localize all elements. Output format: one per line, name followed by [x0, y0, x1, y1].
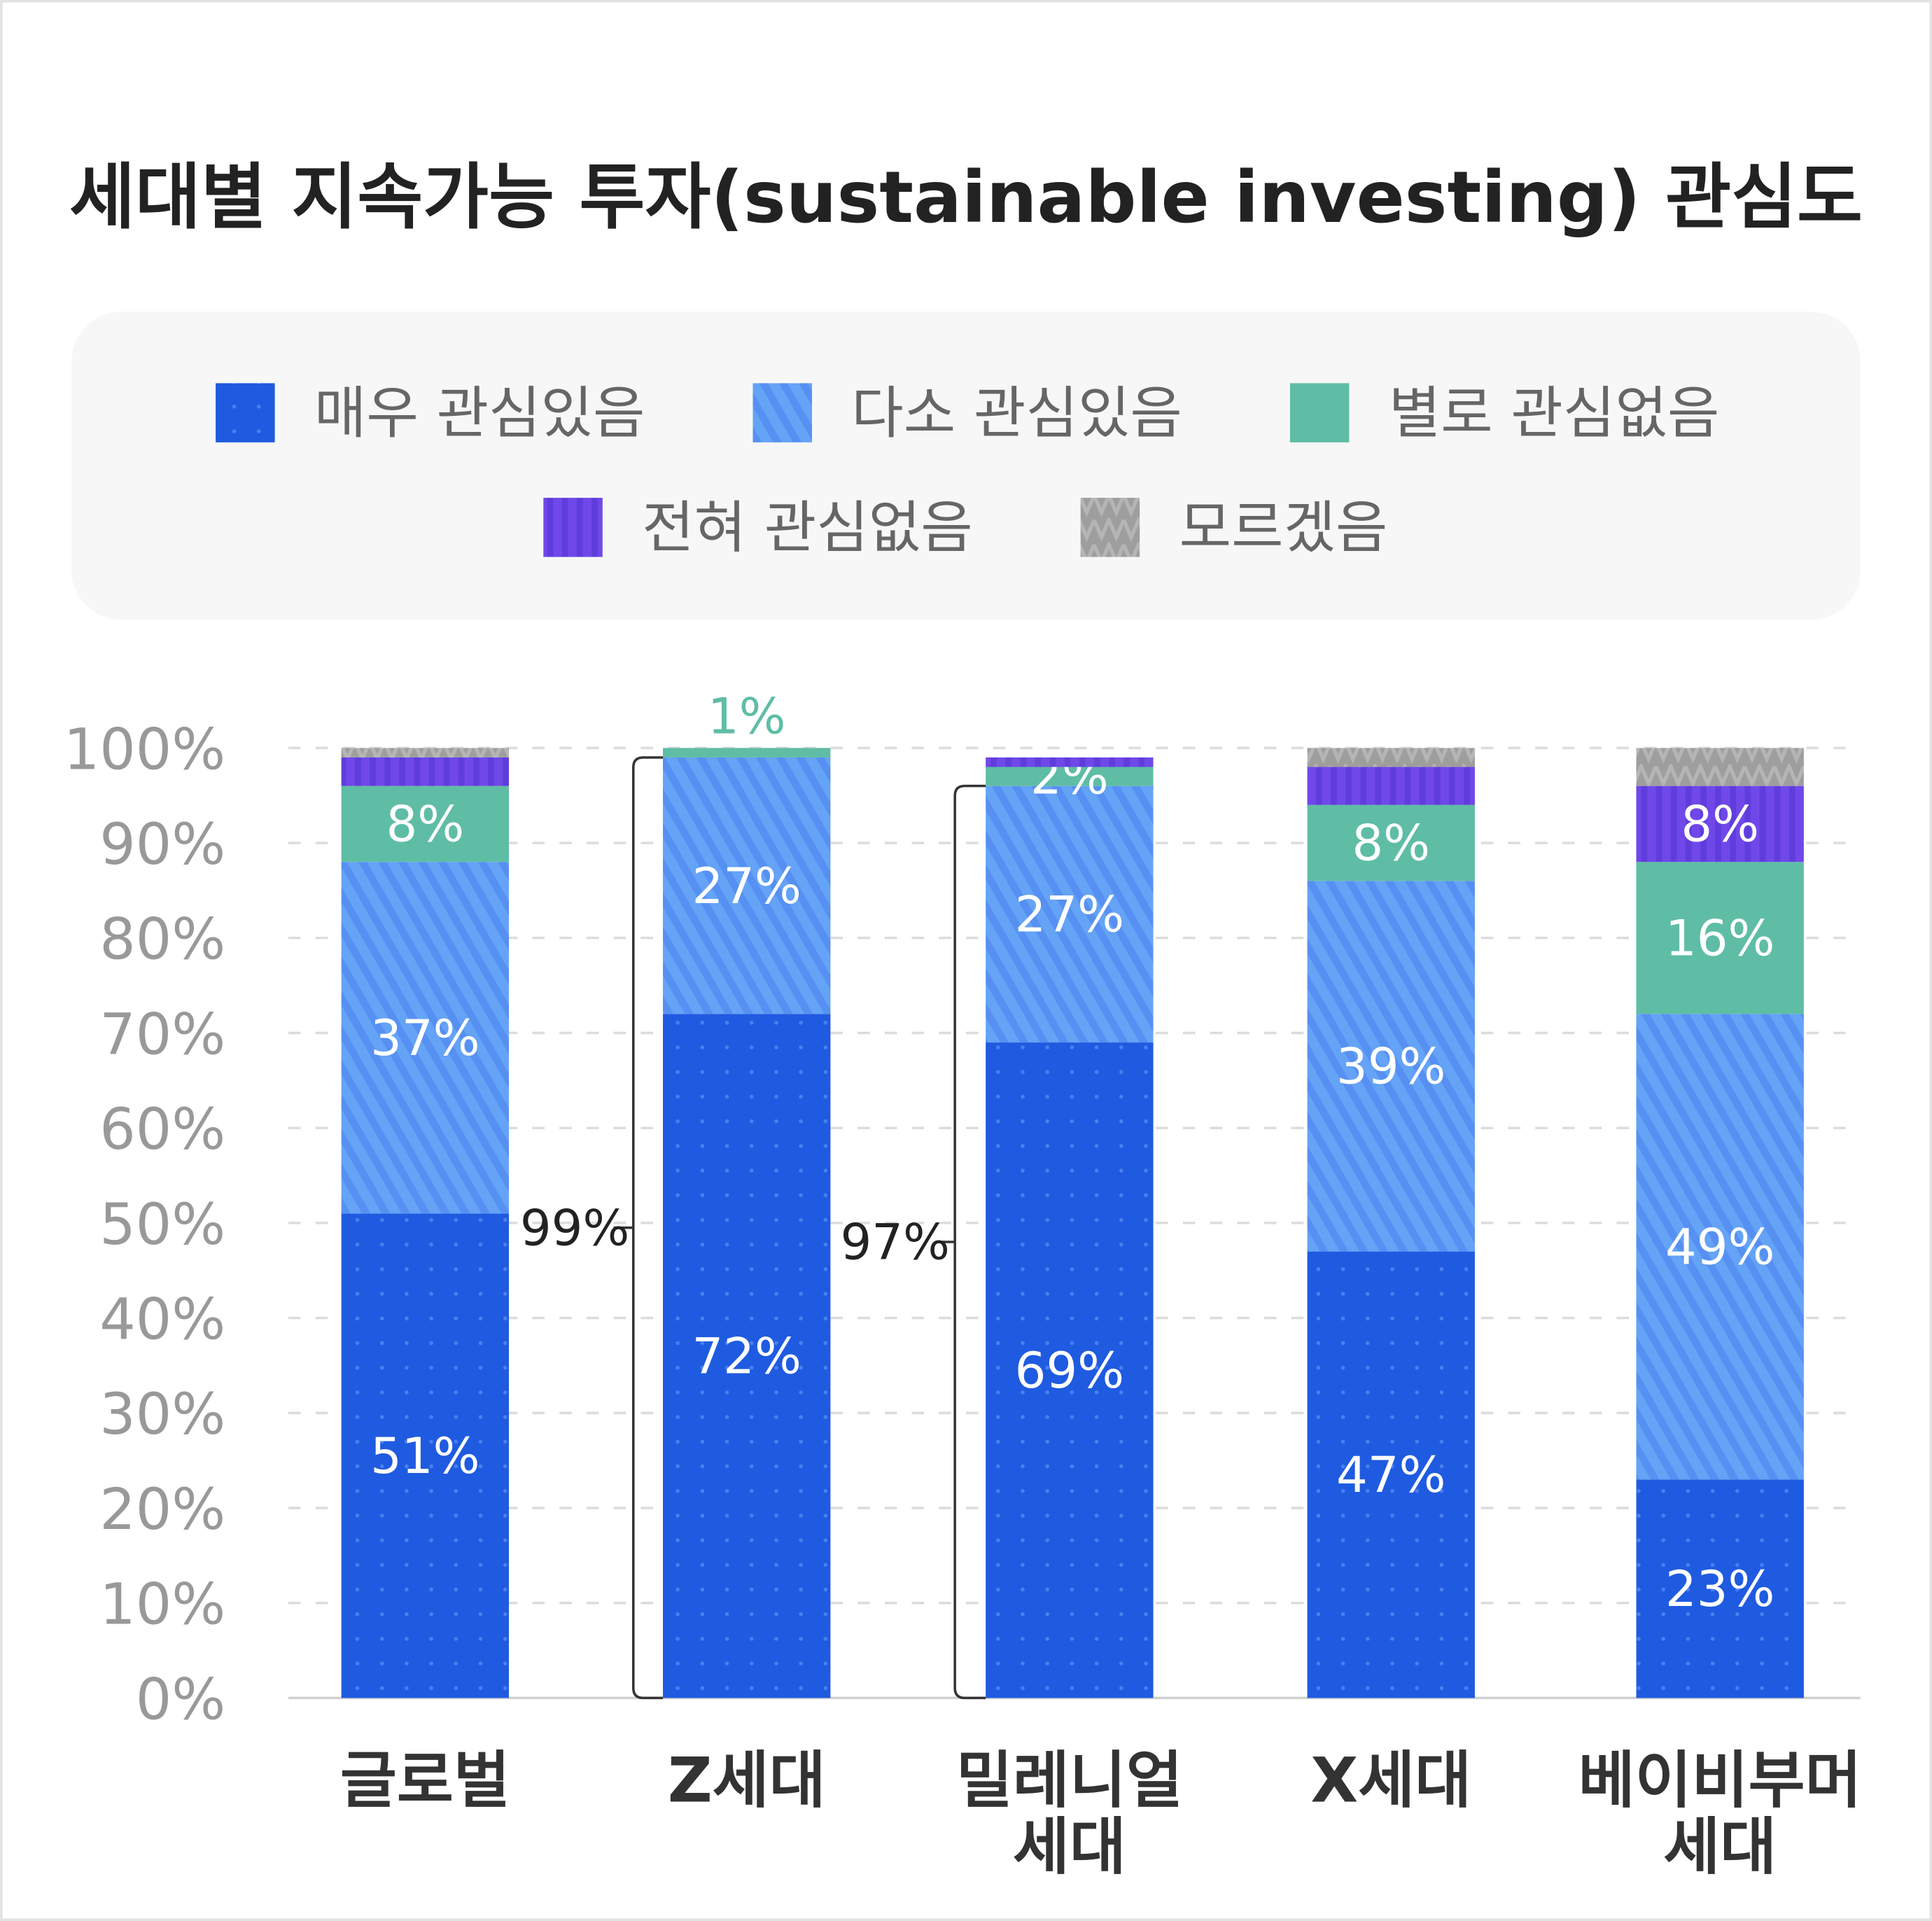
annotations: 99% 97%	[520, 756, 986, 1700]
bar-segment	[1636, 1014, 1804, 1480]
x-tick-label: 세대	[1013, 1810, 1126, 1882]
y-tick-label: 90%	[99, 812, 225, 878]
x-tick-label: 베이비부머	[1578, 1744, 1862, 1816]
bar-segment	[663, 748, 831, 757]
data-label: 47%	[1336, 1446, 1446, 1504]
bar-segment	[1636, 862, 1804, 1014]
bar-segment	[1636, 785, 1804, 862]
legend-item: 다소 관심있음	[752, 381, 1182, 447]
legend-item: 전혀 관심없음	[543, 495, 973, 561]
bar-segment	[986, 767, 1154, 786]
y-tick-label: 20%	[99, 1477, 225, 1543]
bar-segment	[986, 785, 1154, 1043]
bars: 51% 37% 8% 72% 27% 1% 69% 27% 2% 47% 39% 8% 23% 49% 16…	[341, 687, 1804, 1698]
bar-stack: 51% 37% 8%	[341, 748, 510, 1698]
bar-segment	[341, 785, 510, 862]
data-label: 27%	[692, 858, 801, 915]
bracket-label: 99%	[520, 1199, 629, 1257]
x-tick-label: Z세대	[668, 1744, 826, 1816]
bracket-label: 97%	[840, 1214, 949, 1271]
data-label: 8%	[386, 796, 464, 853]
legend-item: 모르겠음	[1080, 495, 1387, 561]
bar-segment	[341, 862, 510, 1214]
y-tick-label: 0%	[136, 1667, 225, 1733]
data-label: 16%	[1665, 909, 1774, 967]
data-label: 1%	[708, 687, 786, 745]
legend-swatch	[543, 498, 603, 557]
bar-segment	[663, 757, 831, 1014]
bar-segment	[986, 1042, 1154, 1698]
y-tick-label: 60%	[99, 1097, 225, 1163]
y-tick-label: 70%	[99, 1002, 225, 1068]
legend-label: 매우 관심있음	[314, 381, 645, 447]
data-label: 27%	[1015, 886, 1124, 944]
x-tick-label: X세대	[1310, 1744, 1471, 1816]
y-tick-label: 80%	[99, 907, 225, 973]
bar-segment	[986, 757, 1154, 767]
data-label: 37%	[370, 1010, 479, 1067]
bar-segment	[1307, 767, 1475, 805]
bar-segment	[341, 757, 510, 786]
y-tick-label: 40%	[99, 1287, 225, 1353]
y-tick-label: 100%	[64, 717, 225, 783]
legend-item: 별로 관심없음	[1289, 381, 1720, 447]
bar-segment	[341, 1213, 510, 1698]
legend-swatch	[1080, 498, 1140, 557]
bar-segment	[663, 1014, 831, 1698]
y-axis: 0% 10% 20% 30% 40% 50% 60% 70% 80% 90% 100%	[64, 717, 225, 1733]
legend-label: 모르겠음	[1179, 495, 1387, 561]
data-label: 2%	[1030, 748, 1109, 806]
bar-stack: 23% 49% 16% 8%	[1636, 748, 1804, 1698]
x-tick-label: 세대	[1663, 1810, 1777, 1882]
bar-segment	[1307, 881, 1475, 1252]
legend-item: 매우 관심있음	[216, 381, 645, 447]
bar-segment	[1307, 804, 1475, 881]
data-label: 72%	[692, 1328, 801, 1385]
bar-segment	[1636, 1479, 1804, 1698]
x-tick-label: 글로벌	[340, 1744, 510, 1816]
y-tick-label: 10%	[99, 1572, 225, 1638]
y-tick-label: 30%	[99, 1382, 225, 1448]
data-label: 23%	[1665, 1560, 1774, 1618]
data-label: 51%	[370, 1427, 479, 1485]
x-tick-label: 밀레니얼	[956, 1744, 1183, 1816]
legend-label: 다소 관심있음	[851, 381, 1182, 447]
data-label: 49%	[1665, 1218, 1774, 1276]
chart-title: 세대별 지속가능 투자(sustainable investing) 관심도	[69, 156, 1863, 239]
bar-segment	[1307, 1251, 1475, 1698]
legend-label: 별로 관심없음	[1389, 381, 1720, 447]
legend-box	[71, 312, 1861, 620]
data-label: 69%	[1015, 1342, 1124, 1399]
legend-swatch	[752, 383, 812, 442]
legend-swatch	[216, 383, 275, 442]
bar-stack: 72% 27% 1%	[663, 687, 831, 1698]
legend-swatch	[1289, 383, 1350, 442]
bar-segment	[1307, 748, 1475, 767]
bar-stack: 47% 39% 8%	[1307, 748, 1475, 1698]
bar-segment	[1636, 748, 1804, 786]
legend-label: 전혀 관심없음	[642, 495, 973, 561]
bar-stack: 69% 27% 2%	[986, 748, 1154, 1698]
bar-segment	[341, 748, 510, 757]
data-label: 8%	[1352, 815, 1430, 872]
y-tick-label: 50%	[99, 1192, 225, 1258]
data-label: 39%	[1336, 1038, 1446, 1096]
data-label: 8%	[1681, 796, 1759, 853]
